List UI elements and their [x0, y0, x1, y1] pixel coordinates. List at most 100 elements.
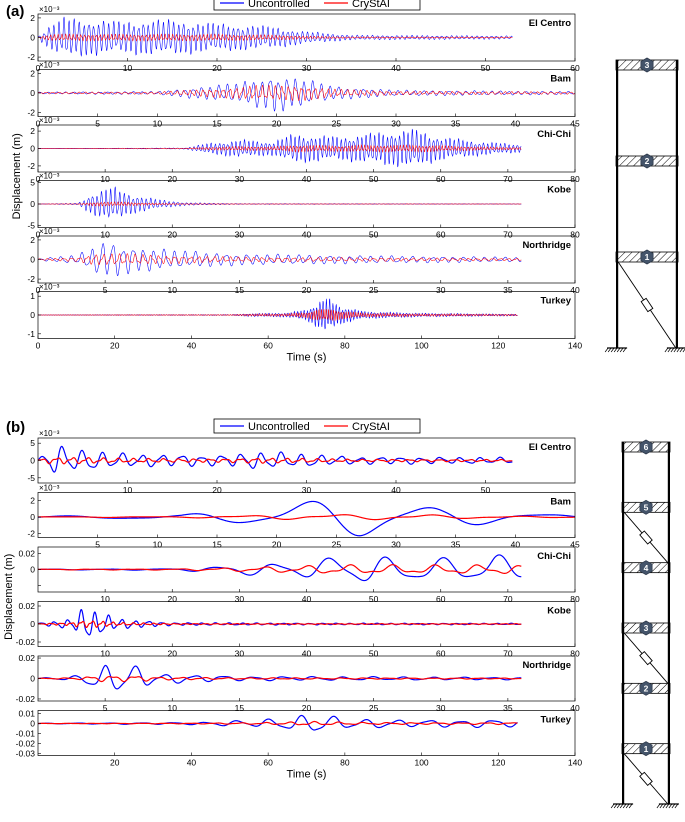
x-tick-label: 10: [123, 485, 133, 495]
x-tick-label: 10: [100, 174, 110, 184]
x-axis-label: Time (s): [287, 352, 327, 364]
x-tick-label: 60: [263, 341, 273, 351]
x-tick-label: 15: [212, 540, 222, 550]
x-tick-label: 70: [503, 174, 513, 184]
x-tick-label: 20: [272, 540, 282, 550]
x-tick-label: 0: [36, 63, 41, 73]
x-tick-label: 5: [103, 703, 108, 713]
axes-box: [37, 492, 576, 538]
series-uncontrolled: [38, 186, 522, 218]
x-tick-label: 40: [302, 230, 312, 240]
x-tick-label: 80: [570, 230, 580, 240]
x-tick-label: 30: [235, 649, 245, 659]
earthquake-name: Bam: [550, 74, 571, 85]
earthquake-name: Bam: [550, 497, 571, 508]
x-tick-label: 5: [103, 285, 108, 295]
y-tick-label: 2: [30, 13, 35, 23]
x-tick-label: 15: [235, 703, 245, 713]
x-tick-label: 45: [570, 119, 580, 129]
x-tick-label: 5: [95, 540, 100, 550]
part-label: (b): [6, 419, 25, 436]
x-tick-label: 10: [153, 540, 163, 550]
y-tick-label: 2: [30, 496, 35, 506]
series-uncontrolled: [38, 608, 522, 636]
series-uncontrolled: [38, 714, 518, 731]
series-uncontrolled: [38, 500, 575, 537]
x-tick-label: 20: [168, 649, 178, 659]
y-exponent: ×10⁻³: [39, 5, 60, 14]
series-crystal: [38, 253, 522, 266]
y-tick-label: 0.01: [18, 709, 35, 719]
earthquake-name: El Centro: [529, 442, 571, 453]
x-tick-label: 40: [187, 341, 197, 351]
floor-badge: [639, 620, 653, 636]
y-exponent: ×10⁻³: [39, 227, 60, 236]
y-tick-label: 0.02: [18, 548, 35, 558]
y-tick-label: 0: [30, 255, 35, 265]
series-crystal: [38, 201, 522, 207]
y-tick-label: -2: [27, 161, 35, 171]
x-tick-label: 30: [302, 485, 312, 495]
y-tick-label: 2: [30, 235, 35, 245]
series-uncontrolled: [38, 554, 522, 582]
series-uncontrolled: [38, 445, 513, 473]
x-tick-label: 50: [369, 594, 379, 604]
y-exponent: ×10⁻³: [39, 429, 60, 438]
x-tick-label: 10: [100, 594, 110, 604]
series-crystal: [38, 33, 513, 42]
x-tick-label: 80: [570, 649, 580, 659]
x-tick-label: 50: [481, 485, 491, 495]
x-tick-label: 0: [36, 230, 41, 240]
series-crystal: [38, 720, 518, 726]
x-tick-label: 35: [451, 119, 461, 129]
x-tick-label: 80: [570, 174, 580, 184]
legend-uncontrolled-label: Uncontrolled: [248, 0, 310, 10]
legend-crystal-label: CryStAI: [352, 421, 390, 433]
floor-badge: [639, 741, 653, 757]
x-tick-label: 80: [340, 341, 350, 351]
floor-badge: [640, 57, 654, 73]
series-crystal: [38, 143, 522, 154]
x-tick-label: 20: [302, 703, 312, 713]
y-tick-label: -2: [27, 528, 35, 538]
panel-el-centro: 0 10 20 30 40 50 60-202×10⁻³El Centro: [27, 5, 580, 73]
x-tick-label: 30: [235, 594, 245, 604]
x-tick-label: 60: [263, 758, 273, 768]
x-tick-label: 60: [436, 594, 446, 604]
earthquake-name: Northridge: [522, 240, 571, 251]
x-tick-label: 25: [332, 540, 342, 550]
floor-number: 3: [644, 623, 649, 633]
x-tick-label: 20: [168, 594, 178, 604]
series-uncontrolled: [38, 78, 575, 112]
series-uncontrolled: [38, 128, 522, 168]
y-tick-label: -2: [27, 108, 35, 118]
y-tick-label: -2: [27, 274, 35, 284]
x-tick-label: 5: [95, 119, 100, 129]
y-exponent: ×10⁻³: [39, 116, 60, 125]
x-tick-label: 40: [391, 63, 401, 73]
damper: [640, 297, 654, 313]
floor-badge: [640, 249, 654, 265]
series-crystal: [38, 514, 575, 521]
x-axis-label: Time (s): [287, 769, 327, 781]
y-tick-label: -0.01: [16, 729, 36, 739]
legend-crystal-label: CryStAI: [352, 0, 390, 10]
x-tick-label: 60: [436, 174, 446, 184]
y-exponent: ×10⁻³: [39, 484, 60, 493]
y-tick-label: 5: [30, 178, 35, 188]
y-exponent: ×10⁻³: [39, 172, 60, 181]
x-tick-label: 20: [110, 341, 120, 351]
legend-uncontrolled-label: Uncontrolled: [248, 421, 310, 433]
y-tick-label: 2: [30, 68, 35, 78]
y-tick-label: 0: [30, 310, 35, 320]
series-crystal: [38, 308, 518, 321]
y-axis-label: Displacement (m): [11, 133, 23, 219]
x-tick-label: 140: [568, 758, 582, 768]
floor-badge: [640, 153, 654, 169]
x-tick-label: 20: [168, 230, 178, 240]
x-tick-label: 0: [36, 119, 41, 129]
x-tick-label: 20: [302, 285, 312, 295]
y-tick-label: 0: [30, 88, 35, 98]
